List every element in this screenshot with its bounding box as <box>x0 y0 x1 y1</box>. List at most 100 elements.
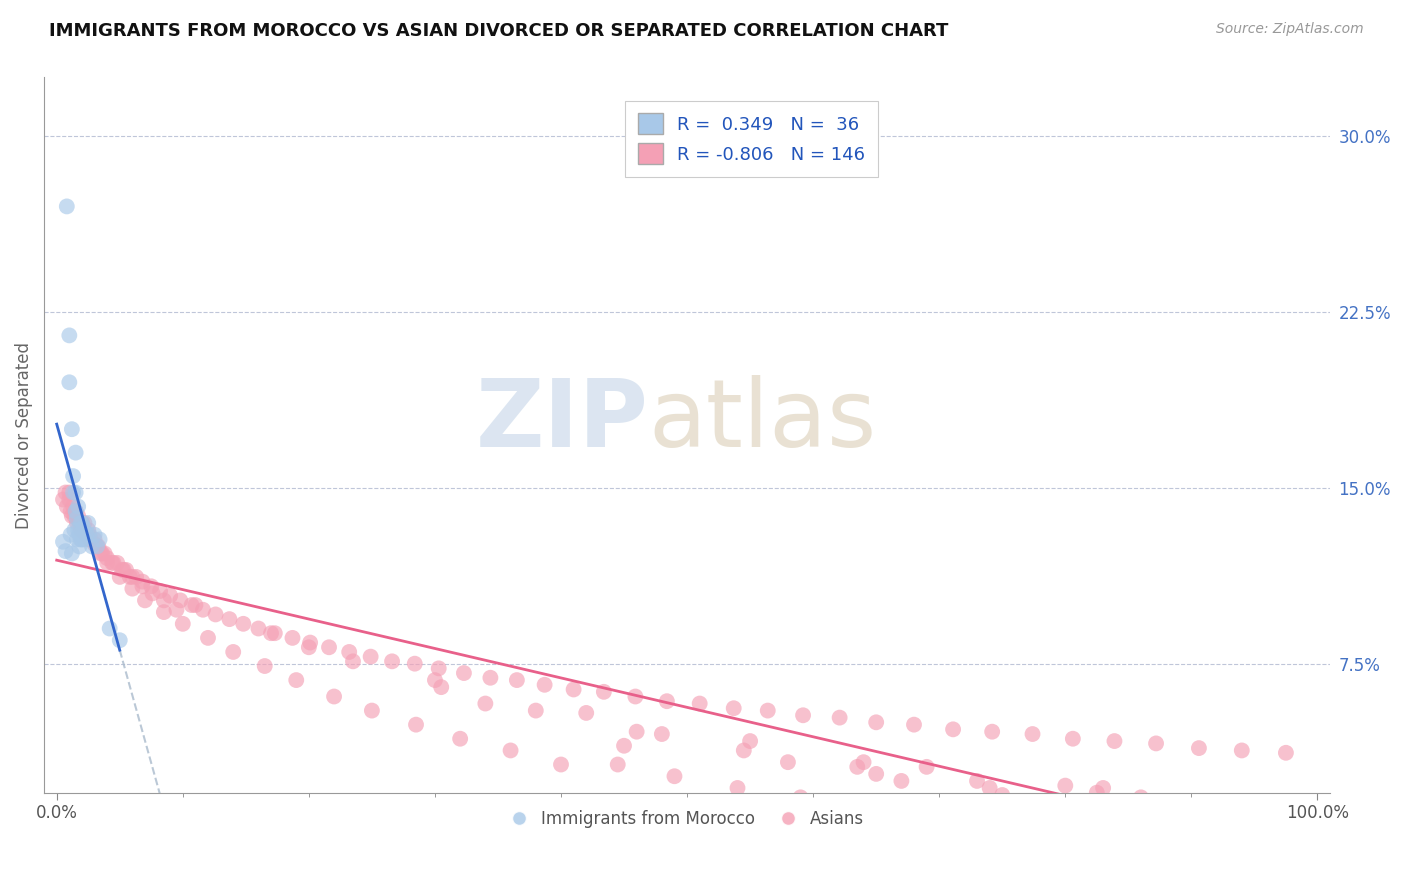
Point <box>69 533 91 547</box>
Point <box>361 704 384 718</box>
Point <box>981 724 1004 739</box>
Point <box>180 598 202 612</box>
Point <box>828 711 851 725</box>
Point <box>846 760 869 774</box>
Point <box>184 598 207 612</box>
Point <box>360 649 382 664</box>
Point <box>153 605 176 619</box>
Point <box>79 533 101 547</box>
Point <box>52 534 75 549</box>
Point <box>76 527 98 541</box>
Point <box>1021 727 1043 741</box>
Legend: Immigrants from Morocco, Asians: Immigrants from Morocco, Asians <box>503 803 870 834</box>
Point <box>550 757 572 772</box>
Point <box>1144 736 1167 750</box>
Point <box>70 516 93 530</box>
Point <box>69 523 91 537</box>
Point <box>381 654 404 668</box>
Point <box>118 570 141 584</box>
Point <box>66 533 89 547</box>
Point <box>75 527 97 541</box>
Point <box>1281 814 1303 828</box>
Point <box>499 743 522 757</box>
Point <box>131 574 153 589</box>
Point <box>789 790 811 805</box>
Point <box>103 556 125 570</box>
Point <box>60 508 83 523</box>
Point <box>1118 797 1140 812</box>
Point <box>727 780 749 795</box>
Point <box>65 445 87 459</box>
Point <box>58 376 80 390</box>
Point <box>404 657 426 671</box>
Point <box>77 527 100 541</box>
Point <box>83 537 105 551</box>
Point <box>1054 779 1077 793</box>
Point <box>67 508 90 523</box>
Point <box>575 706 598 720</box>
Point <box>776 755 799 769</box>
Point <box>89 533 111 547</box>
Point <box>166 603 188 617</box>
Point <box>592 685 614 699</box>
Point <box>59 527 82 541</box>
Point <box>60 422 83 436</box>
Point <box>56 199 79 213</box>
Text: atlas: atlas <box>648 375 877 467</box>
Point <box>65 504 87 518</box>
Point <box>63 523 86 537</box>
Point <box>83 527 105 541</box>
Point <box>134 593 156 607</box>
Point <box>1136 823 1159 838</box>
Point <box>141 579 163 593</box>
Point <box>52 492 75 507</box>
Point <box>606 757 628 772</box>
Point <box>562 682 585 697</box>
Point <box>942 723 965 737</box>
Point <box>73 533 96 547</box>
Point <box>67 500 90 514</box>
Point <box>298 640 321 655</box>
Point <box>62 485 84 500</box>
Point <box>86 540 108 554</box>
Point <box>65 504 87 518</box>
Point <box>59 504 82 518</box>
Point <box>204 607 226 622</box>
Point <box>56 500 79 514</box>
Point <box>197 631 219 645</box>
Point <box>852 755 875 769</box>
Point <box>1104 734 1126 748</box>
Point <box>903 717 925 731</box>
Point <box>979 780 1001 795</box>
Point <box>98 622 121 636</box>
Point <box>342 654 364 668</box>
Point <box>430 680 453 694</box>
Point <box>65 485 87 500</box>
Point <box>626 724 648 739</box>
Point <box>72 523 94 537</box>
Point <box>1243 809 1265 823</box>
Point <box>740 734 762 748</box>
Point <box>55 544 77 558</box>
Point <box>131 579 153 593</box>
Point <box>66 511 89 525</box>
Point <box>966 773 988 788</box>
Point <box>69 516 91 530</box>
Point <box>93 546 115 560</box>
Point <box>1067 821 1090 835</box>
Point <box>253 659 276 673</box>
Point <box>149 584 172 599</box>
Point <box>792 708 814 723</box>
Point <box>453 666 475 681</box>
Point <box>67 516 90 530</box>
Point <box>79 527 101 541</box>
Point <box>111 563 134 577</box>
Point <box>73 516 96 530</box>
Point <box>159 589 181 603</box>
Point <box>915 760 938 774</box>
Point <box>169 593 191 607</box>
Point <box>63 508 86 523</box>
Point <box>67 527 90 541</box>
Point <box>506 673 529 687</box>
Point <box>191 603 214 617</box>
